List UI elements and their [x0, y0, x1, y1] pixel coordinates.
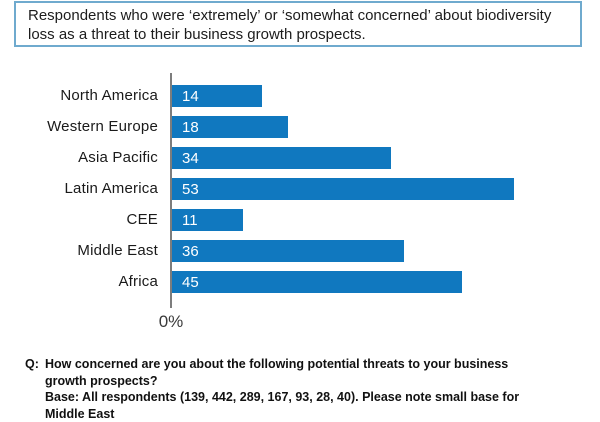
bar-chart: North America 14 Western Europe 18 Asia Paci… — [0, 73, 600, 331]
question-text: How concerned are you about the followin… — [45, 357, 509, 388]
chart-title-box: Respondents who were ‘extremely’ or ‘som… — [14, 1, 582, 47]
bar-value-label: 18 — [182, 119, 199, 136]
bar-value-label: 36 — [182, 243, 199, 260]
question-prefix: Q: — [25, 357, 39, 371]
x-axis-zero-label: 0% — [158, 312, 184, 331]
y-axis-line — [170, 73, 172, 308]
bar: 34 — [172, 147, 391, 169]
chart-title: Respondents who were ‘extremely’ or ‘som… — [28, 7, 552, 43]
footnote: Q: How concerned are you about the follo… — [25, 356, 585, 422]
bar: 11 — [172, 209, 243, 231]
bar-row: Western Europe 18 — [0, 116, 600, 138]
base-note: Base: All respondents (139, 442, 289, 16… — [45, 390, 520, 421]
category-label: Asia Pacific — [78, 149, 158, 166]
bar: 53 — [172, 178, 514, 200]
category-label: Western Europe — [47, 118, 158, 135]
bar-row: North America 14 — [0, 85, 600, 107]
bar-row: Asia Pacific 34 — [0, 147, 600, 169]
footnote-text-column: How concerned are you about the followin… — [45, 356, 545, 422]
bar: 45 — [172, 271, 462, 293]
category-label: Latin America — [64, 180, 158, 197]
bar-row: Latin America 53 — [0, 178, 600, 200]
bar: 14 — [172, 85, 262, 107]
bar-value-label: 45 — [182, 274, 199, 291]
bar-value-label: 53 — [182, 181, 199, 198]
bar-value-label: 11 — [182, 212, 198, 229]
bar-value-label: 34 — [182, 150, 199, 167]
bar: 36 — [172, 240, 404, 262]
bar-rows: North America 14 Western Europe 18 Asia Paci… — [0, 85, 600, 315]
category-label: CEE — [126, 211, 158, 228]
category-label: North America — [60, 87, 158, 104]
category-label: Africa — [118, 273, 158, 290]
category-label: Middle East — [77, 242, 158, 259]
bar-row: Middle East 36 — [0, 240, 600, 262]
bar: 18 — [172, 116, 288, 138]
bar-row: CEE 11 — [0, 209, 600, 231]
bar-value-label: 14 — [182, 88, 199, 105]
bar-row: Africa 45 — [0, 271, 600, 293]
